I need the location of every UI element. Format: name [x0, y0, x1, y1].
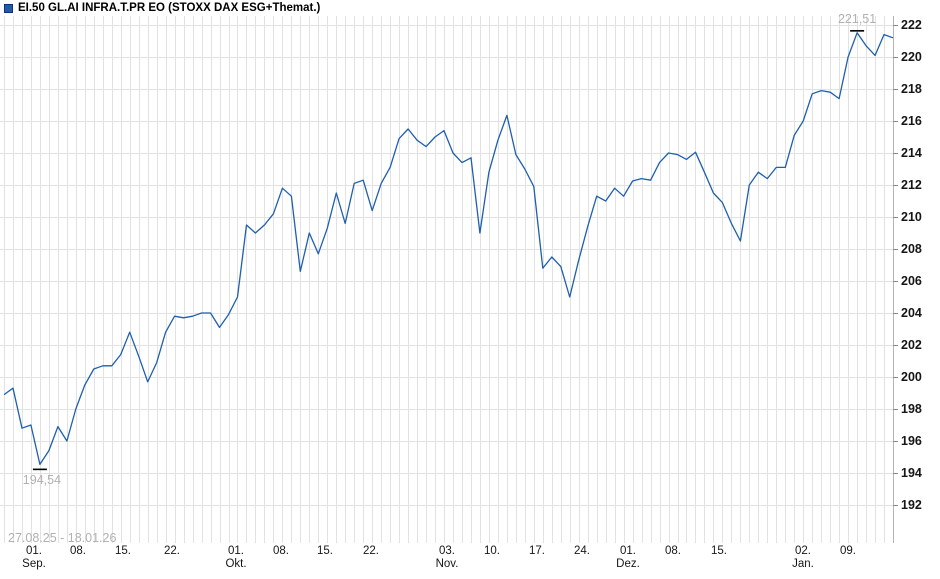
price-line: [3, 32, 894, 466]
y-axis-label: 202: [901, 338, 922, 352]
x-axis-day-label: 08.: [273, 545, 289, 557]
x-axis-day-label: 24.: [574, 545, 590, 557]
low-value-label: 194,54: [22, 473, 62, 488]
x-axis-month-label: Dez.: [616, 558, 640, 570]
y-axis-border: [893, 16, 898, 543]
y-axis-label: 200: [901, 370, 922, 384]
y-axis-label: 218: [901, 82, 922, 96]
x-axis-day-label: 10.: [484, 545, 500, 557]
y-axis-label: 198: [901, 402, 922, 416]
x-axis-day-label: 01.: [228, 545, 244, 557]
y-axis-label: 220: [901, 50, 922, 64]
date-range-label: 27.08.25 - 18.01.26: [8, 531, 117, 545]
high-value-label: 221,51: [837, 11, 877, 26]
horizontal-gridlines: [0, 25, 893, 506]
x-axis-day-label: 08.: [70, 545, 86, 557]
y-axis-label: 192: [901, 498, 922, 512]
x-axis-day-label: 01.: [620, 545, 636, 557]
legend-marker-icon: [4, 3, 13, 13]
x-axis-month-label: Jan.: [792, 558, 814, 570]
x-axis-day-label: 15.: [115, 545, 131, 557]
y-axis-label: 222: [901, 18, 922, 32]
x-axis-day-label: 09.: [840, 545, 856, 557]
y-axis-label: 214: [901, 146, 922, 160]
x-axis-day-label: 01.: [26, 545, 42, 557]
y-axis-label: 216: [901, 114, 922, 128]
x-axis-day-label: 22.: [164, 545, 180, 557]
chart-title: EI.50 GL.AI INFRA.T.PR EO (STOXX DAX ESG…: [18, 2, 321, 14]
y-axis-label: 196: [901, 434, 922, 448]
x-axis-day-label: 03.: [439, 545, 455, 557]
vertical-gridlines: [4, 16, 894, 543]
y-axis-label: 204: [901, 306, 922, 320]
x-axis-day-label: 17.: [529, 545, 545, 557]
legend: EI.50 GL.AI INFRA.T.PR EO (STOXX DAX ESG…: [4, 2, 320, 14]
extreme-markers: [32, 30, 865, 471]
x-axis-day-label: 15.: [317, 545, 333, 557]
x-axis-day-label: 02.: [795, 545, 811, 557]
y-axis-label: 206: [901, 274, 922, 288]
y-axis-label: 194: [901, 466, 922, 480]
y-axis-label: 212: [901, 178, 922, 192]
x-axis-month-label: Nov.: [435, 558, 459, 570]
x-axis-month-label: Sep.: [22, 558, 46, 570]
x-axis-month-label: Okt.: [225, 558, 247, 570]
x-axis-day-label: 22.: [363, 545, 379, 557]
x-axis-day-label: 15.: [711, 545, 727, 557]
y-axis-label: 208: [901, 242, 922, 256]
x-axis-day-label: 08.: [665, 545, 681, 557]
y-axis-label: 210: [901, 210, 922, 224]
